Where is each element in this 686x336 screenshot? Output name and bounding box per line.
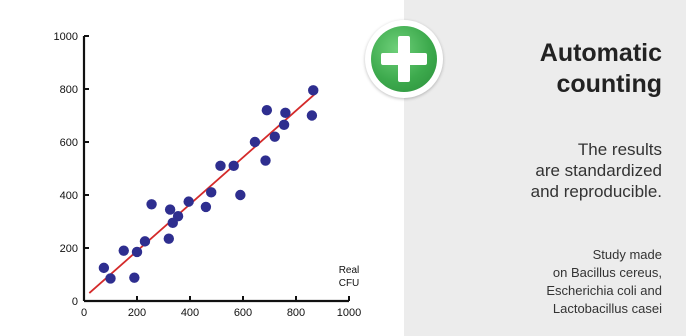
- data-point: [164, 204, 176, 215]
- data-point: [215, 160, 226, 172]
- results-line: and reproducible.: [530, 182, 662, 201]
- plus-bar-horizontal: [381, 53, 427, 65]
- plus-icon: [365, 20, 443, 98]
- study-line: Escherichia coli and: [546, 283, 662, 298]
- chart-panel: 0 200 400 600 800 1000 0 200 400 600 800 1000 Real CF…: [53, 31, 362, 319]
- data-point: [172, 211, 184, 222]
- data-point: [139, 236, 151, 247]
- y-tick-label: 600: [60, 137, 78, 149]
- headline: Automatic counting: [442, 38, 662, 100]
- data-point: [206, 187, 217, 198]
- x-tick-label: 600: [234, 307, 252, 319]
- headline-line: Automatic: [539, 39, 662, 67]
- data-point: [118, 245, 129, 256]
- study-line: Study made: [592, 247, 662, 262]
- data-point: [131, 246, 143, 258]
- data-point: [235, 189, 246, 201]
- data-point: [260, 155, 271, 166]
- study-line: Lactobacillus casei: [552, 301, 662, 316]
- x-tick-label: 400: [181, 307, 199, 319]
- results-line: The results: [577, 140, 662, 159]
- x-tick-label: 800: [287, 307, 305, 319]
- headline-line: counting: [556, 70, 662, 98]
- data-point: [183, 196, 194, 207]
- data-point: [200, 201, 212, 213]
- x-tick-label: 0: [81, 307, 87, 319]
- y-tick-label: 200: [60, 243, 78, 255]
- x-axis-title: CFU: [339, 278, 360, 289]
- data-point: [306, 110, 318, 121]
- x-axis-title: Real: [339, 265, 360, 276]
- plus-badge-circle: [371, 26, 437, 92]
- y-tick-label: 1000: [54, 31, 78, 43]
- data-point: [129, 272, 140, 283]
- study-note: Study made on Bacillus cereus, Escherich…: [442, 246, 662, 318]
- y-tick-label: 800: [60, 84, 78, 96]
- data-point: [269, 131, 280, 142]
- data-point: [98, 262, 110, 274]
- y-tick-label: 400: [60, 190, 78, 202]
- results-text: The results are standardized and reprodu…: [442, 139, 662, 202]
- data-point: [228, 160, 239, 172]
- data-point: [261, 105, 273, 116]
- scatter-chart: 0 200 400 600 800 1000 0 200 400 600 800 1000 Real CF…: [54, 31, 362, 319]
- regression-line: [88, 93, 316, 294]
- data-point: [249, 136, 261, 148]
- x-tick-label: 1000: [337, 307, 361, 319]
- data-point: [278, 119, 290, 130]
- data-point: [280, 107, 291, 119]
- data-point: [163, 233, 174, 244]
- results-line: are standardized: [535, 161, 662, 180]
- study-line: on Bacillus cereus,: [552, 265, 662, 280]
- data-point: [308, 85, 319, 96]
- y-tick-label: 0: [72, 296, 78, 308]
- data-point: [105, 273, 116, 284]
- info-panel: Automatic counting The results are stand…: [404, 0, 686, 336]
- data-point: [146, 199, 157, 210]
- x-tick-label: 200: [128, 307, 146, 319]
